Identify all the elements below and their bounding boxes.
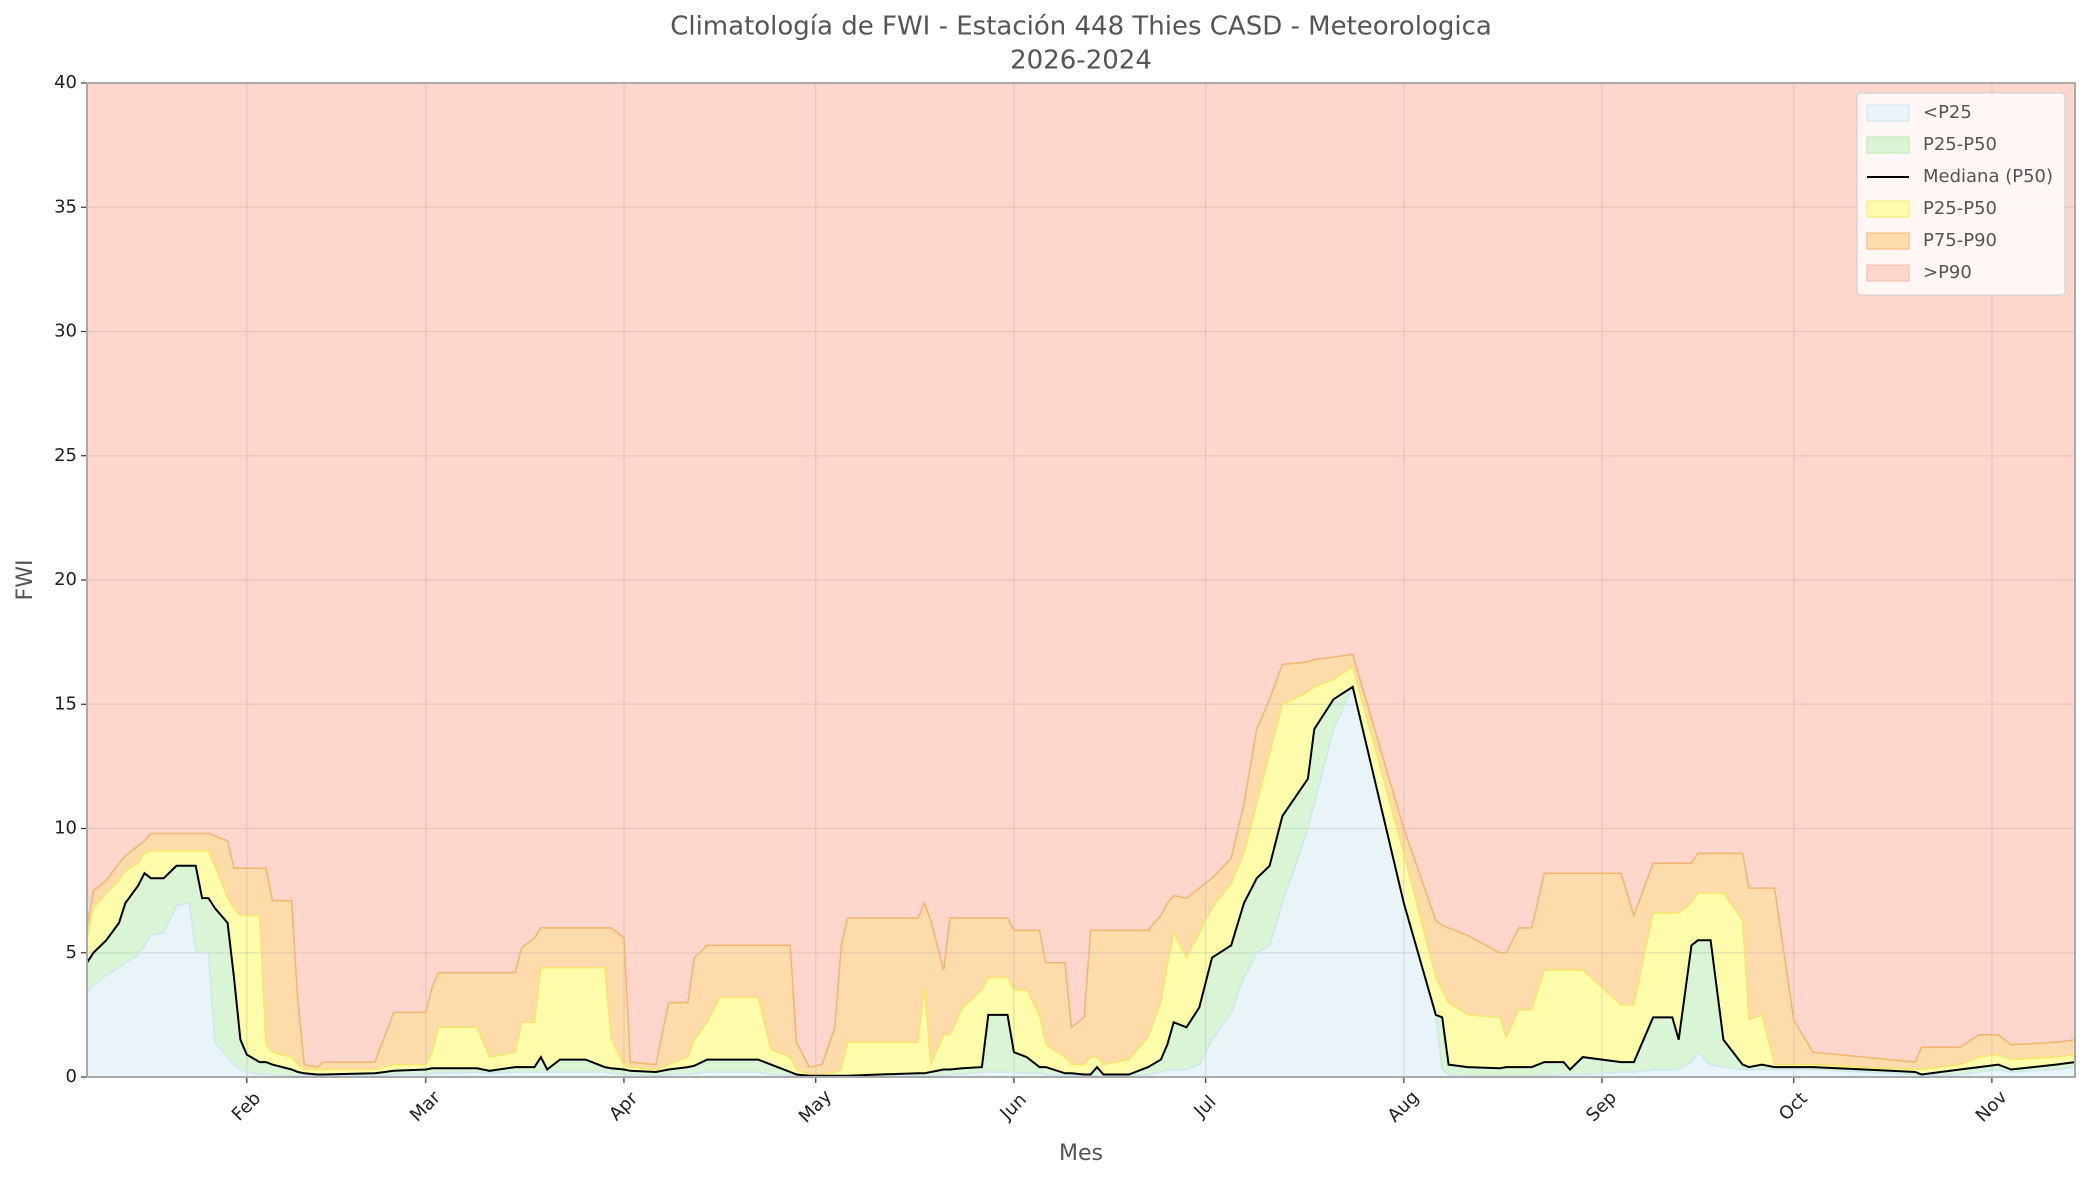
x-tick-label: Jun	[995, 1089, 1030, 1124]
x-tick-label: Jul	[1189, 1092, 1220, 1123]
x-tick-label: Mar	[406, 1087, 445, 1126]
legend-swatch	[1866, 104, 1910, 122]
legend-label: P25-P50	[1923, 198, 1997, 219]
x-tick-label: Aug	[1384, 1087, 1424, 1127]
x-tick-label: Nov	[1972, 1087, 2012, 1127]
legend-label: Mediana (P50)	[1923, 166, 2053, 187]
x-tick-label: Feb	[228, 1088, 265, 1125]
y-tick-label: 40	[54, 72, 77, 93]
x-tick-label: Apr	[605, 1088, 642, 1125]
plot-frame	[86, 82, 2076, 1078]
chart-title: Climatología de FWI - Estación 448 Thies…	[670, 12, 1492, 42]
band-area	[87, 83, 2075, 1068]
chart-subtitle: 2026-2024	[1010, 46, 1152, 76]
y-tick-label: 15	[54, 693, 77, 714]
y-tick-label: 35	[54, 196, 77, 217]
y-tick-label: 10	[54, 818, 77, 839]
legend-swatch	[1866, 232, 1910, 250]
median-line	[86, 685, 2076, 1077]
y-tick-label: 20	[54, 569, 77, 590]
x-tick-label: Sep	[1582, 1087, 1621, 1126]
y-tick-label: 30	[54, 321, 77, 342]
legend-label: P25-P50	[1923, 134, 1997, 155]
y-tick-label: 25	[54, 445, 77, 466]
band-edge	[86, 665, 2076, 1076]
legend-swatch	[1866, 200, 1910, 218]
band-area	[87, 667, 2075, 1076]
x-tick-label: May	[795, 1086, 836, 1127]
legend-swatch	[1866, 136, 1910, 154]
band-edge	[86, 684, 2076, 1078]
band-edge	[86, 653, 2076, 1068]
y-tick-label: 0	[66, 1066, 77, 1087]
legend-label: >P90	[1923, 262, 1972, 283]
plot-lines	[86, 653, 2076, 1078]
y-tick-label: 5	[66, 942, 77, 963]
legend-swatch	[1866, 264, 1910, 282]
legend-label: <P25	[1923, 102, 1972, 123]
x-axis-label: Mes	[1059, 1141, 1103, 1166]
legend-label: P75-P90	[1923, 230, 1997, 251]
y-axis-label: FWI	[13, 560, 38, 601]
legend: <P25 P25-P50 Mediana (P50) P25-P50 P75-P90 >P…	[1856, 92, 2066, 296]
x-tick-label: Oct	[1775, 1088, 1812, 1125]
